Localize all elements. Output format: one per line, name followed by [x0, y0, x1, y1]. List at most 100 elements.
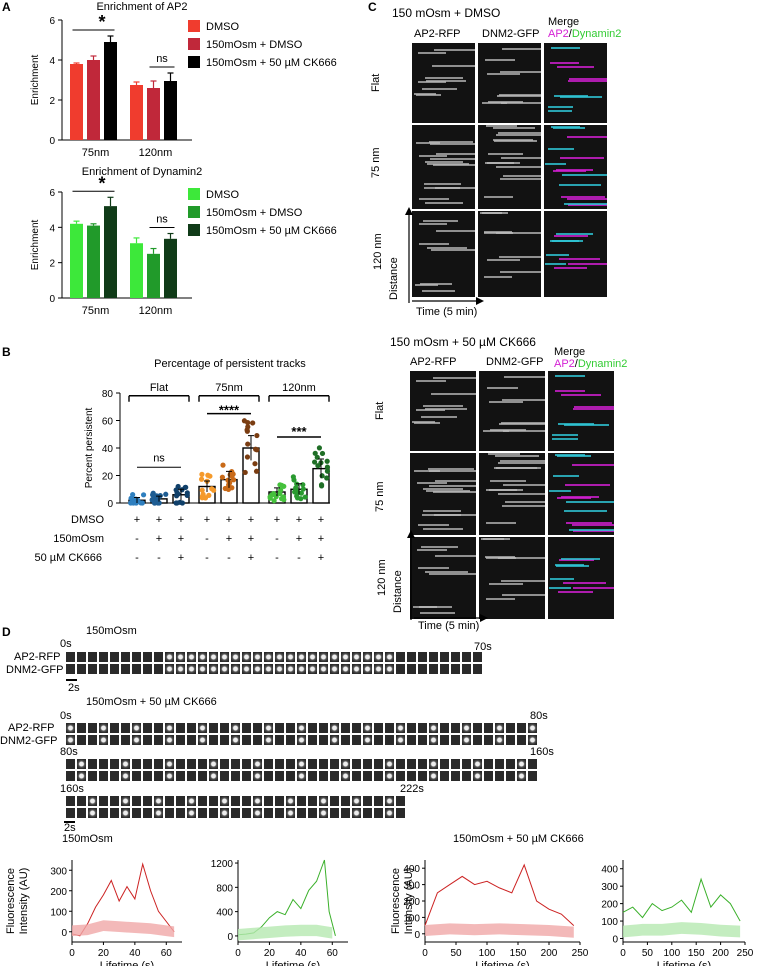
- panel-label-c: C: [368, 0, 377, 14]
- condition-mark: +: [248, 552, 254, 564]
- background-band: [623, 922, 741, 938]
- montage-frame: [197, 663, 208, 675]
- montage-frame: [142, 795, 153, 807]
- strip2-t160b: 160s: [60, 783, 84, 795]
- condition-mark: +: [296, 533, 302, 545]
- x-tick-label: 200: [541, 948, 558, 959]
- category-label: 75nm: [82, 147, 110, 159]
- montage-frame: [395, 651, 406, 663]
- montage-frame: [395, 807, 406, 819]
- kymo-track: [427, 468, 475, 471]
- kymo-track: [504, 376, 545, 379]
- kymo-track: [566, 500, 614, 503]
- kymo-track: [503, 430, 545, 433]
- kymograph-r0-c2: [547, 370, 615, 452]
- montage-frame: [274, 734, 285, 746]
- montage-frame: [351, 770, 362, 782]
- y-axis-label-1: Fluorescence: [390, 868, 402, 934]
- y-tick-label: 300: [601, 882, 618, 893]
- kymo-track: [549, 490, 572, 493]
- kymo-track: [501, 48, 541, 51]
- montage-frame: [153, 663, 164, 675]
- montage-frame: [307, 734, 318, 746]
- kymo-track: [505, 501, 545, 504]
- kymo-track: [495, 165, 541, 168]
- kymo-track: [498, 132, 541, 135]
- kymo-track: [417, 523, 450, 526]
- montage-frame: [175, 770, 186, 782]
- kymo-track: [545, 163, 567, 166]
- montage-frame: [175, 722, 186, 734]
- montage-frame: [494, 734, 505, 746]
- strip1-row2: DNM2-GFP: [6, 664, 64, 676]
- montage-frame: [472, 758, 483, 770]
- merge-dyn-label: Dynamin2: [571, 28, 622, 40]
- kymograph-r1-c1: [477, 124, 542, 210]
- y-tick-label: 0: [49, 136, 55, 147]
- data-point: [252, 461, 258, 467]
- montage-frame: [296, 651, 307, 663]
- montage-frame: [384, 651, 395, 663]
- kymo-track: [484, 195, 513, 198]
- montage-frame: [87, 795, 98, 807]
- y-tick-label: 100: [50, 907, 67, 918]
- kymo-track: [551, 437, 578, 440]
- montage-frame: [329, 795, 340, 807]
- y-tick-label: 400: [403, 864, 420, 875]
- kymo-track: [563, 202, 607, 205]
- condition-mark: -: [227, 552, 231, 564]
- kymo-track: [423, 487, 464, 490]
- dynamin2-enrichment-chart: Enrichment of Dynamin2 0 2 4 6 Enrichment 75nm…: [30, 166, 337, 317]
- y-tick-label: 2: [49, 259, 55, 270]
- data-point: [279, 482, 285, 488]
- chart-title: Percentage of persistent tracks: [154, 358, 306, 370]
- intensity-trace: [622, 877, 741, 922]
- kymo-track: [499, 177, 541, 180]
- montage-frame: [483, 758, 494, 770]
- kymograph-r2-c0: [409, 536, 477, 620]
- panel-c-top-row-120: 120 nm: [372, 233, 384, 270]
- montage-frame: [318, 770, 329, 782]
- montage-frame: [208, 651, 219, 663]
- montage-frame: [505, 770, 516, 782]
- data-point: [133, 500, 139, 506]
- data-point: [316, 445, 323, 451]
- ap2-enrichment-chart: Enrichment of AP2 0 2 4 6 Enrichment 75nm 120nm…: [30, 1, 337, 159]
- kymo-track: [484, 231, 513, 234]
- montage-frame: [483, 734, 494, 746]
- montage-frame: [65, 758, 76, 770]
- kymograph-r2-c1: [477, 210, 542, 298]
- x-tick-label: 100: [479, 948, 496, 959]
- strip1-scale: 2s: [68, 682, 80, 694]
- montage-frame: [120, 663, 131, 675]
- montage-frame: [142, 807, 153, 819]
- legend-swatch: [188, 206, 200, 218]
- bar: [104, 206, 117, 298]
- intensity-trace: [237, 859, 336, 937]
- panel-c-bottom-col-ap2: AP2-RFP: [410, 356, 457, 368]
- montage-frame: [263, 807, 274, 819]
- kymo-track: [430, 392, 476, 395]
- montage-frame: [472, 734, 483, 746]
- data-point: [229, 485, 235, 491]
- montage-frame: [98, 770, 109, 782]
- kymo-track: [481, 101, 507, 104]
- x-tick-label: 0: [69, 948, 75, 959]
- montage-frame: [307, 663, 318, 675]
- x-tick-label: 100: [663, 948, 680, 959]
- montage-frame: [98, 722, 109, 734]
- x-axis-label: Lifetime (s): [657, 960, 711, 966]
- montage-frame: [373, 651, 384, 663]
- montage-frame: [98, 734, 109, 746]
- kymo-track: [555, 168, 593, 171]
- kymo-track: [493, 127, 536, 130]
- montage-frame: [109, 663, 120, 675]
- montage-frame: [274, 770, 285, 782]
- data-point: [199, 471, 205, 477]
- montage-frame: [98, 758, 109, 770]
- x-tick-label: 20: [98, 948, 110, 959]
- strip2-scale: 2s: [64, 822, 76, 834]
- montage-frame: [109, 795, 120, 807]
- montage-frame: [65, 651, 76, 663]
- condition-mark: +: [178, 533, 184, 545]
